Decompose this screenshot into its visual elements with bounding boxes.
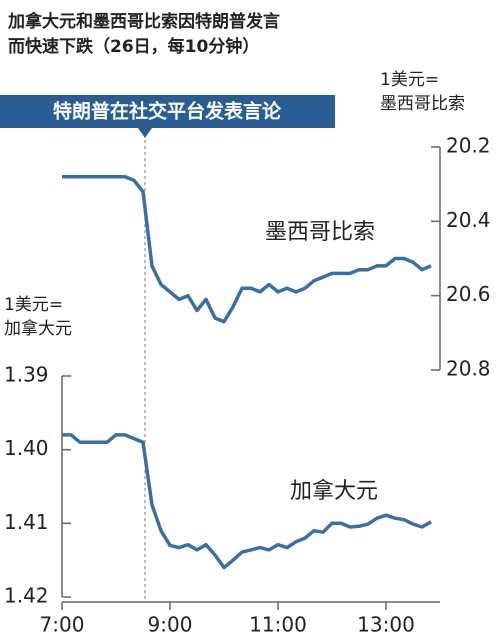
series-line bbox=[62, 433, 432, 570]
y-unit: 1美元= bbox=[380, 70, 439, 90]
y-unit: 加拿大元 bbox=[4, 318, 72, 339]
y-tick-label: 1.40 bbox=[4, 436, 49, 460]
annotation-banner bbox=[0, 95, 335, 138]
series-line bbox=[62, 174, 432, 324]
series-label: 加拿大元 bbox=[290, 478, 378, 504]
x-tick-label: 7:00 bbox=[40, 613, 85, 637]
title-line: 而快速下跌（26日，每10分钟） bbox=[8, 36, 259, 57]
y-unit: 墨西哥比索 bbox=[380, 94, 465, 114]
y-tick-label: 20.8 bbox=[446, 357, 491, 381]
y-tick-label: 20.4 bbox=[446, 208, 491, 232]
y-unit: 1美元= bbox=[4, 295, 63, 315]
x-tick-label: 13:00 bbox=[357, 613, 415, 637]
series-label: 墨西哥比索 bbox=[265, 220, 375, 245]
x-tick-label: 11:00 bbox=[249, 613, 307, 637]
annotation: 特朗普在社交平台发表言论 bbox=[53, 100, 282, 123]
title-line: 加拿大元和墨西哥比索因特朗普发言 bbox=[7, 11, 280, 32]
x-tick-label: 9:00 bbox=[148, 613, 193, 637]
y-tick-label: 20.2 bbox=[446, 134, 491, 158]
y-tick-label: 1.41 bbox=[4, 510, 49, 534]
y-tick-label: 1.39 bbox=[4, 363, 49, 387]
y-tick-label: 1.42 bbox=[4, 584, 49, 608]
y-tick-label: 20.6 bbox=[446, 282, 491, 306]
